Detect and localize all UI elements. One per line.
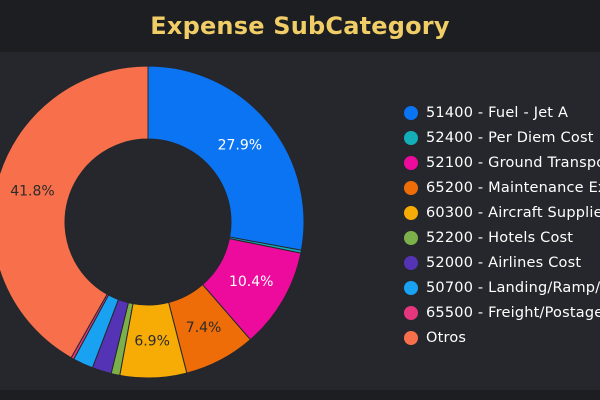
donut-slices: [0, 65, 305, 379]
legend-item-0[interactable]: 51400 - Fuel - Jet A: [404, 100, 600, 125]
legend-swatch-icon: [404, 155, 418, 170]
legend-swatch-icon: [404, 255, 418, 270]
legend-swatch-icon: [404, 105, 418, 120]
slice-value-label-2: 10.4%: [229, 274, 273, 290]
slice-value-label-3: 7.4%: [186, 320, 222, 336]
bottom-strip: [0, 390, 600, 400]
legend-label: 51400 - Fuel - Jet A: [426, 104, 569, 121]
legend-item-4[interactable]: 60300 - Aircraft Supplie: [404, 200, 600, 225]
legend-swatch-icon: [404, 180, 418, 195]
legend-swatch-icon: [404, 330, 418, 345]
legend-swatch-icon: [404, 305, 418, 320]
legend-label: 52400 - Per Diem Cost: [426, 129, 594, 146]
legend-item-8[interactable]: 65500 - Freight/Postage: [404, 300, 600, 325]
legend-item-3[interactable]: 65200 - Maintenance Ex: [404, 175, 600, 200]
legend-label: 52100 - Ground Transpo: [426, 154, 600, 171]
slice-0[interactable]: [147, 65, 305, 251]
legend-label: 52200 - Hotels Cost: [426, 229, 574, 246]
slice-value-label-0: 27.9%: [218, 138, 262, 154]
legend-label: 60300 - Aircraft Supplie: [426, 204, 600, 221]
legend-label: 50700 - Landing/Ramp/: [426, 279, 600, 296]
legend-label: 65500 - Freight/Postage: [426, 304, 600, 321]
legend-label: 65200 - Maintenance Ex: [426, 179, 600, 196]
slice-9[interactable]: [0, 65, 149, 359]
legend-item-2[interactable]: 52100 - Ground Transpo: [404, 150, 600, 175]
chart-title: Expense SubCategory: [150, 12, 450, 40]
legend-label: 52000 - Airlines Cost: [426, 254, 582, 271]
legend-item-5[interactable]: 52200 - Hotels Cost: [404, 225, 600, 250]
legend-item-1[interactable]: 52400 - Per Diem Cost: [404, 125, 600, 150]
donut-value-labels: 27.9% 10.4% 7.4% 6.9% 41.8%: [10, 138, 273, 350]
title-bar: Expense SubCategory: [0, 0, 600, 52]
legend-swatch-icon: [404, 130, 418, 145]
slice-value-label-4: 6.9%: [134, 333, 170, 349]
legend-label: Otros: [426, 329, 467, 346]
legend-item-9[interactable]: Otros: [404, 325, 600, 350]
legend-swatch-icon: [404, 280, 418, 295]
legend-swatch-icon: [404, 230, 418, 245]
slice-value-label-9: 41.8%: [10, 184, 54, 200]
legend-item-7[interactable]: 50700 - Landing/Ramp/: [404, 275, 600, 300]
legend-swatch-icon: [404, 205, 418, 220]
legend-item-6[interactable]: 52000 - Airlines Cost: [404, 250, 600, 275]
legend: 51400 - Fuel - Jet A 52400 - Per Diem Cos…: [404, 100, 600, 350]
